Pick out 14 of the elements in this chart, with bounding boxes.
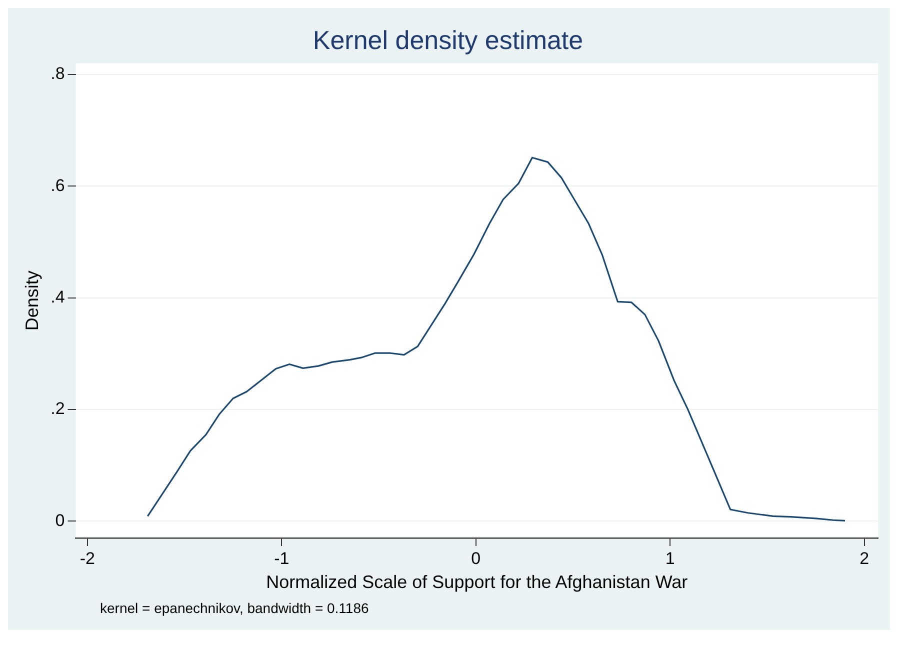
y-tick-label: .6	[50, 176, 65, 195]
x-axis-title: Normalized Scale of Support for the Afghanistan War	[266, 572, 688, 592]
y-axis-title: Density	[22, 270, 42, 331]
text: kernel = epanechnikov, bandwidth = 0.1186	[99, 599, 370, 618]
y-tick-label: .8	[50, 64, 65, 84]
x-tick-label: 2	[860, 548, 870, 568]
chart-title: Kernel density estimate	[312, 24, 584, 55]
x-tick-label: 0	[471, 548, 481, 568]
y-tick-label: .2	[50, 399, 65, 418]
x-tick-label: 1	[665, 548, 675, 568]
x-tick-label: -1	[274, 548, 290, 568]
y-tick-label: 0	[55, 510, 65, 530]
x-tick-label: -2	[80, 548, 95, 568]
y-tick-label: .4	[50, 287, 65, 306]
